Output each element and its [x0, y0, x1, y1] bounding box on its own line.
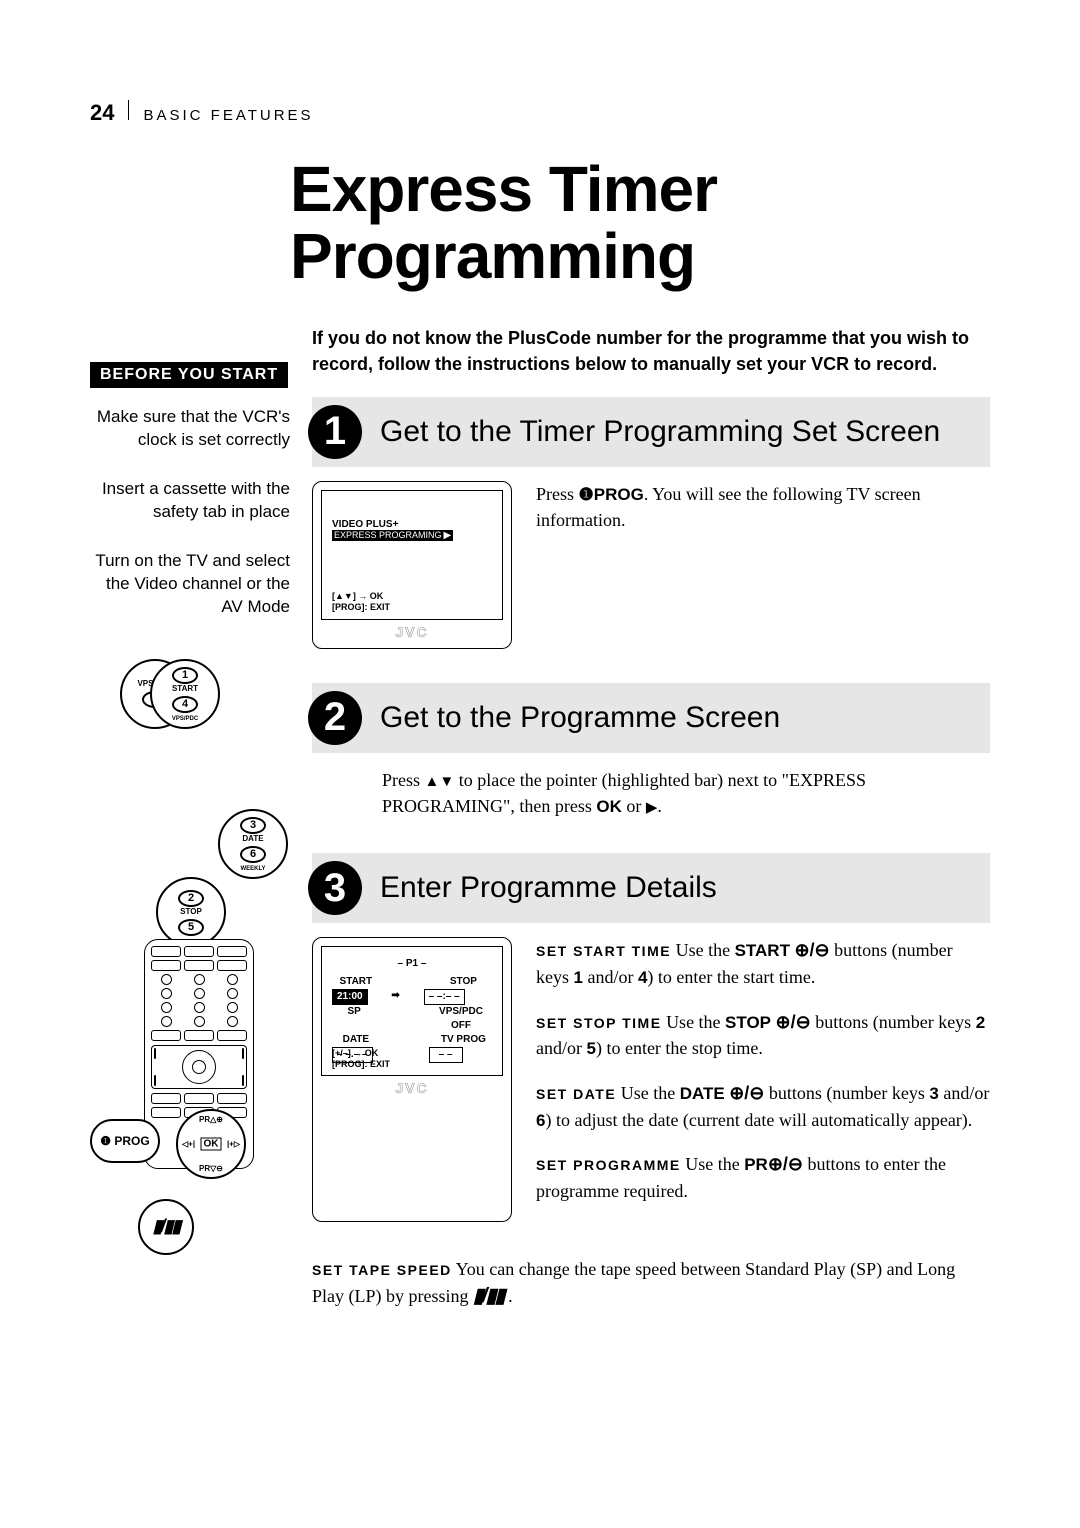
- def-programme: SET PROGRAMME Use the PR⊕/⊖ buttons to e…: [536, 1151, 990, 1204]
- section-label: BASIC FEATURES: [143, 107, 313, 124]
- checklist-item: Insert a cassette with the safety tab in…: [90, 478, 290, 524]
- callout-stop: 2 STOP 5: [156, 877, 226, 947]
- tv-screen-3: – P1 – STARTSTOP 21:00➡– –:– – SPVPS/PDC…: [312, 937, 512, 1222]
- step-bar-2: 2 Get to the Programme Screen: [312, 683, 990, 753]
- def-stop-time: SET STOP TIME Use the STOP ⊕/⊖ buttons (…: [536, 1009, 990, 1062]
- page-title: Express Timer Programming: [290, 156, 990, 290]
- page-header: 24 BASIC FEATURES: [90, 100, 990, 126]
- checklist-item: Turn on the TV and select the Video chan…: [90, 550, 290, 619]
- def-start-time: SET START TIME Use the START ⊕/⊖ buttons…: [536, 937, 990, 990]
- step-bar-1: 1 Get to the Timer Programming Set Scree…: [312, 397, 990, 467]
- step-title: Get to the Timer Programming Set Screen: [380, 415, 940, 449]
- callout-play: ▮/▮▮: [138, 1199, 194, 1255]
- callout-pr: PR△⊕ PR▽⊖ ◁+| |+▷ OK: [176, 1109, 246, 1179]
- step3-defs: SET START TIME Use the START ⊕/⊖ buttons…: [536, 937, 990, 1222]
- remote-diagram: VPS/PDC 7 1 START 4 VPS/PDC 3 DATE 6 WEE…: [90, 659, 290, 1279]
- page-number: 24: [90, 100, 114, 126]
- step-number-badge: 1: [308, 405, 362, 459]
- callout-start: 1 START 4 VPS/PDC: [150, 659, 220, 729]
- step-title: Enter Programme Details: [380, 871, 717, 905]
- before-you-start-tag: BEFORE YOU START: [90, 362, 288, 388]
- header-divider: [128, 100, 129, 120]
- step-number-badge: 2: [308, 691, 362, 745]
- def-tape-speed: SET TAPE SPEED You can change the tape s…: [312, 1256, 990, 1311]
- def-date: SET DATE Use the DATE ⊕/⊖ buttons (numbe…: [536, 1080, 990, 1133]
- step-title: Get to the Programme Screen: [380, 701, 780, 735]
- callout-prog: ❶ PROG: [90, 1119, 160, 1163]
- checklist: Make sure that the VCR's clock is set co…: [90, 406, 290, 619]
- step-number-badge: 3: [308, 861, 362, 915]
- checklist-item: Make sure that the VCR's clock is set co…: [90, 406, 290, 452]
- step-bar-3: 3 Enter Programme Details: [312, 853, 990, 923]
- intro-text: If you do not know the PlusCode number f…: [312, 326, 990, 376]
- tv-screen-1: VIDEO PLUS+ EXPRESS PROGRAMING [▲▼] → OK…: [312, 481, 512, 649]
- step1-text: Press ❶PROG. You will see the following …: [536, 481, 990, 649]
- step2-text: Press ▲▼ to place the pointer (highlight…: [382, 767, 990, 820]
- callout-date: 3 DATE 6 WEEKLY: [218, 809, 288, 879]
